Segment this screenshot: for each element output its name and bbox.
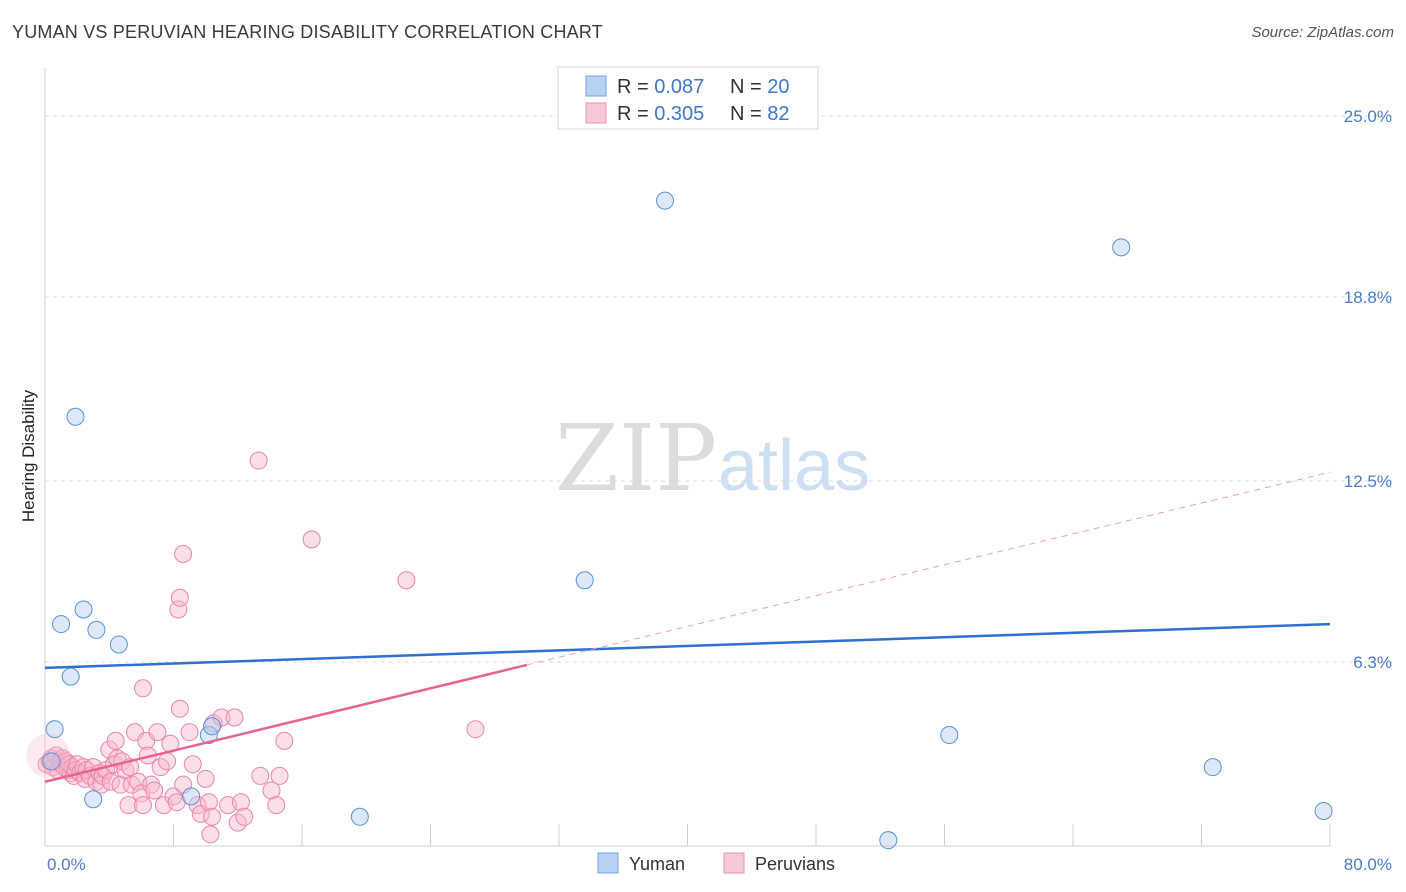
yuman-point <box>109 635 128 654</box>
peruvians-point <box>235 807 254 826</box>
y-tick-labels: 6.3% 12.5% 18.8% 25.0% <box>1344 107 1392 672</box>
bottom-legend-peruvians: Peruvians <box>755 854 835 874</box>
yuman-point <box>182 787 201 806</box>
watermark: ZIP atlas <box>555 405 870 512</box>
yuman-point <box>66 407 85 426</box>
legend-r-value-2: 0.305 <box>654 103 704 125</box>
peruvians-point <box>133 796 152 815</box>
chart-title: YUMAN VS PERUVIAN HEARING DISABILITY COR… <box>12 22 603 42</box>
y-tick-label: 12.5% <box>1344 472 1392 491</box>
yuman-point <box>87 620 106 639</box>
legend-swatch-yuman <box>585 75 607 97</box>
peruvians-point <box>466 720 485 739</box>
source-label: Source: ZipAtlas.com <box>1251 24 1394 41</box>
legend-n-value-1: 20 <box>767 76 789 98</box>
legend-n-label-1: N = <box>730 76 767 98</box>
watermark-atlas: atlas <box>718 426 870 506</box>
yuman-point <box>42 752 61 771</box>
peruvians-point <box>275 731 294 750</box>
bottom-legend-swatch-yuman <box>597 852 619 874</box>
peruvians-point <box>170 699 189 718</box>
grid-lines <box>45 115 1392 663</box>
yuman-points <box>42 191 1333 850</box>
legend-r-label-1: R = <box>617 76 654 98</box>
bottom-legend: Yuman Peruvians <box>597 852 835 874</box>
peruvians-points <box>26 451 485 844</box>
peruvians-point <box>225 708 244 727</box>
yuman-trend-line <box>44 622 1331 670</box>
svg-text:R = 0.305: R = 0.305 <box>617 103 704 125</box>
watermark-zip: ZIP <box>555 405 717 512</box>
y-tick-label: 6.3% <box>1353 653 1392 672</box>
legend-r-value-1: 0.087 <box>654 76 704 98</box>
peruvians-point <box>201 825 220 844</box>
peruvians-point <box>199 793 218 812</box>
peruvians-point <box>397 571 416 590</box>
peruvians-point <box>249 451 268 470</box>
peruvians-point <box>262 781 281 800</box>
peruvians-point <box>251 766 270 785</box>
peruvians-point <box>174 544 193 563</box>
trend-lines <box>44 471 1331 783</box>
svg-text:N = 20: N = 20 <box>730 76 790 98</box>
peruvians-point <box>270 766 289 785</box>
peruvians-point <box>267 796 286 815</box>
peruvians-point <box>302 530 321 549</box>
yuman-point <box>61 667 80 686</box>
peruvians-trend-extension <box>526 471 1331 666</box>
yuman-point <box>74 600 93 619</box>
peruvians-point <box>148 723 167 742</box>
peruvians-point <box>196 769 215 788</box>
yuman-point <box>1314 801 1333 820</box>
x-tick-labels: 0.0% 80.0% <box>47 855 1392 874</box>
x-tick-label: 0.0% <box>47 855 86 874</box>
peruvians-point <box>170 588 189 607</box>
x-tick-label: 80.0% <box>1344 855 1392 874</box>
peruvians-trend-line <box>44 663 528 783</box>
svg-text:R = 0.087: R = 0.087 <box>617 76 704 98</box>
yuman-point <box>1112 238 1131 257</box>
peruvians-point <box>142 775 161 794</box>
peruvians-point <box>133 679 152 698</box>
legend-swatch-peruvians <box>585 102 607 124</box>
peruvians-point <box>106 731 125 750</box>
yuman-point <box>52 615 71 634</box>
peruvians-point <box>203 807 222 826</box>
yuman-point <box>940 726 959 745</box>
y-tick-label: 18.8% <box>1344 288 1392 307</box>
peruvians-point <box>119 796 138 815</box>
legend-r-label-2: R = <box>617 103 654 125</box>
yuman-point <box>575 571 594 590</box>
yuman-point <box>879 831 898 850</box>
svg-text:N = 82: N = 82 <box>730 103 790 125</box>
peruvians-point <box>158 752 177 771</box>
peruvians-point <box>145 781 164 800</box>
axes <box>44 68 1331 847</box>
bottom-legend-yuman: Yuman <box>629 854 685 874</box>
yuman-point <box>656 191 675 210</box>
yuman-point <box>45 720 64 739</box>
peruvians-cluster <box>26 733 71 778</box>
y-tick-label: 25.0% <box>1344 107 1392 126</box>
yuman-point <box>1203 758 1222 777</box>
yuman-point <box>203 717 222 736</box>
legend-n-value-2: 82 <box>767 103 789 125</box>
y-axis-label: Hearing Disability <box>19 389 38 522</box>
legend-n-label-2: N = <box>730 103 767 125</box>
yuman-point <box>84 790 103 809</box>
yuman-point <box>350 807 369 826</box>
peruvians-point <box>180 723 199 742</box>
peruvians-point <box>164 787 183 806</box>
peruvians-point <box>231 793 250 812</box>
bottom-legend-swatch-peruvians <box>723 852 745 874</box>
peruvians-point <box>169 600 188 619</box>
legend-box: R = 0.087 N = 20 R = 0.305 N = 82 <box>557 66 819 130</box>
peruvians-point <box>183 755 202 774</box>
